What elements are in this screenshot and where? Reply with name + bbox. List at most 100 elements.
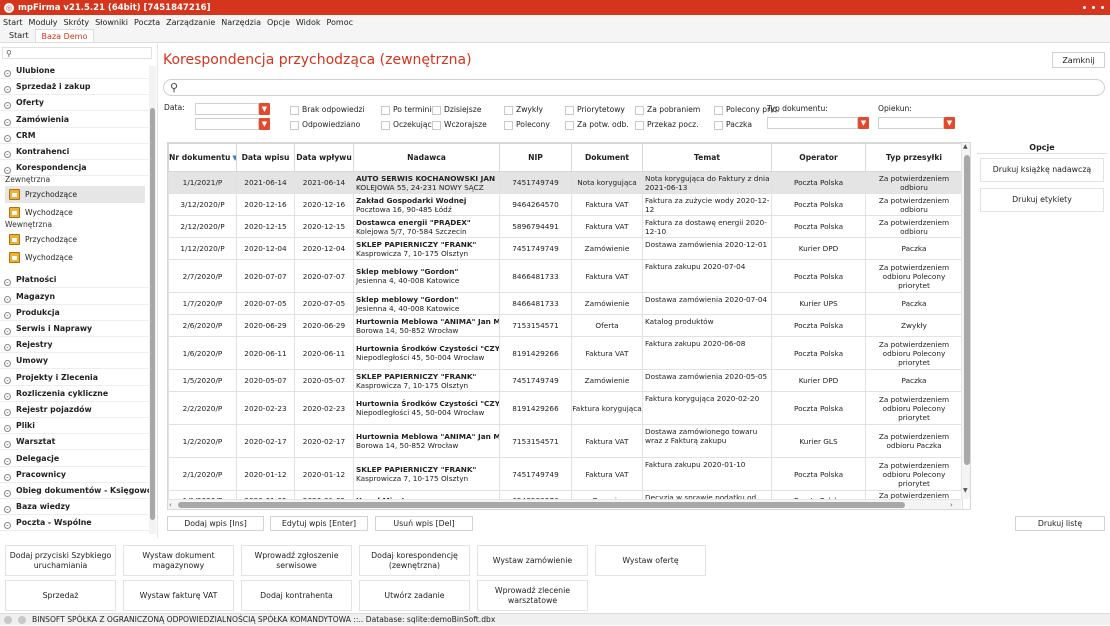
sort-filter-icon[interactable]: ▼	[232, 154, 235, 162]
window-menu-dots[interactable]	[1083, 0, 1104, 15]
column-header-nadawca[interactable]: Nadawca	[353, 143, 500, 172]
checkbox-priorytetowy[interactable]: Priorytetowy	[565, 105, 625, 115]
sidebar-group-zamowienia[interactable]: ⌄ Zamówienia	[0, 112, 150, 128]
print-labels-button[interactable]: Drukuj etykiety	[980, 188, 1104, 212]
table-row[interactable]: 1/1/2021/P 2021-06-14 2021-06-14 AUTO SERWI…	[168, 171, 963, 194]
column-header-typ-przesylki[interactable]: Typ przesyłki	[865, 143, 963, 172]
quick-dodaj-kontrahenta-button[interactable]: Dodaj kontrahenta	[241, 580, 352, 611]
chevron-down-icon[interactable]: ▼	[944, 117, 955, 129]
sidebar-group-poczta-wspolne[interactable]: ⌄ Poczta - Wspólne	[0, 515, 150, 532]
edit-entry-button[interactable]: Edytuj wpis [Enter]	[270, 516, 368, 531]
sidebar-search-input[interactable]: ⚲	[2, 47, 152, 59]
menu-item-zarzadzanie[interactable]: Zarządzanie	[166, 17, 216, 27]
quick-wprowadz-zgloszenie-serwisowe-button[interactable]: Wprowadź zgłoszenie serwisowe	[241, 545, 352, 576]
checkbox-przekaz-pocz[interactable]: Przekaz pocz.	[635, 120, 699, 130]
checkbox-za-potw-odb[interactable]: Za potw. odb.	[565, 120, 629, 130]
checkbox-za-pobraniem[interactable]: Za pobraniem	[635, 105, 700, 115]
sidebar-group-platnosci[interactable]: ⌄ Płatności	[0, 272, 150, 289]
column-header-nip[interactable]: NIP	[499, 143, 572, 172]
sidebar-item-wychodzace[interactable]: Wychodzące	[5, 204, 145, 221]
sidebar-group-korespondencja[interactable]: ⌄ Korespondencja	[0, 160, 150, 177]
column-header-dokument[interactable]: Dokument	[571, 143, 643, 172]
table-row[interactable]: 2/6/2020/P 2020-06-29 2020-06-29 Hurtownia …	[168, 314, 963, 337]
typ-dokumentu-select[interactable]	[767, 117, 858, 129]
quick-dodaj-korespondencje-zewnetrzna-button[interactable]: Dodaj korespondencję (zewnętrzna)	[359, 545, 470, 576]
column-header-temat[interactable]: Temat	[642, 143, 772, 172]
quick-wystaw-oferte-button[interactable]: Wystaw ofertę	[595, 545, 706, 576]
sidebar-group-rozliczenia-cykliczne[interactable]: ⌄ Rozliczenia cykliczne	[0, 386, 150, 402]
sidebar-item-przychodzace[interactable]: Przychodzące	[5, 231, 145, 248]
sidebar-group-crm[interactable]: ⌄ CRM	[0, 128, 150, 144]
sidebar-group-umowy[interactable]: ⌄ Umowy	[0, 353, 150, 370]
menu-item-start[interactable]: Start	[3, 17, 23, 27]
print-list-button[interactable]: Drukuj listę	[1015, 516, 1105, 531]
sidebar-group-delegacje[interactable]: ⌄ Delegacje	[0, 451, 150, 467]
sidebar-group-obieg-dokumentow-ksiegowosc[interactable]: ⌄ Obieg dokumentów - Księgowość	[0, 483, 150, 499]
table-vertical-scrollbar[interactable]: ▲ ▼	[961, 143, 970, 499]
quick-utworz-zadanie-button[interactable]: Utwórz zadanie	[359, 580, 470, 611]
chevron-down-icon[interactable]: ▼	[259, 103, 270, 115]
quick-wystaw-dokument-magazynowy-button[interactable]: Wystaw dokument magazynowy	[123, 545, 234, 576]
tab-baza-demo[interactable]: Baza Demo	[34, 29, 95, 42]
date-from-input[interactable]	[195, 103, 259, 115]
table-row[interactable]: 3/12/2020/P 2020-12-16 2020-12-16 Zakład Go…	[168, 193, 963, 216]
sidebar-group-sprzedaz-i-zakup[interactable]: ⌄ Sprzedaż i zakup	[0, 79, 150, 96]
menu-item-slowniki[interactable]: Słowniki	[95, 17, 129, 27]
quick-sprzedaz-button[interactable]: Sprzedaż	[5, 580, 116, 611]
checkbox-wczorajsze[interactable]: Wczorajsze	[432, 120, 487, 130]
menu-item-skroty[interactable]: Skróty	[63, 17, 90, 27]
table-row[interactable]: 1/2/2020/P 2020-02-17 2020-02-17 Hurtownia …	[168, 424, 963, 458]
menu-item-narzedzia[interactable]: Narzędzia	[221, 17, 261, 27]
checkbox-odpowiedziano[interactable]: Odpowiedziano	[290, 120, 360, 130]
sidebar-group-oferty[interactable]: ⌄ Oferty	[0, 95, 150, 112]
quick-wystaw-zamowienie-button[interactable]: Wystaw zamówienie	[477, 545, 588, 576]
sidebar-group-serwis-i-naprawy[interactable]: ⌄ Serwis i Naprawy	[0, 321, 150, 337]
menu-item-widok[interactable]: Widok	[295, 17, 321, 27]
sidebar-group-pracownicy[interactable]: ⌄ Pracownicy	[0, 467, 150, 483]
column-header-operator[interactable]: Operator	[771, 143, 866, 172]
sidebar-group-projekty-i-zlecenia[interactable]: ⌄ Projekty i Zlecenia	[0, 370, 150, 386]
checkbox-dzisiejsze[interactable]: Dzisiejsze	[432, 105, 481, 115]
date-to-input[interactable]	[195, 118, 259, 130]
menu-item-opcje[interactable]: Opcje	[266, 17, 290, 27]
menu-item-poczta[interactable]: Poczta	[134, 17, 161, 27]
sidebar-group-rejestry[interactable]: ⌄ Rejestry	[0, 337, 150, 354]
table-row[interactable]: 2/1/2020/P 2020-01-12 2020-01-12 SKLEP PAPI…	[168, 457, 963, 491]
checkbox-zwykly[interactable]: Zwykły	[504, 105, 543, 115]
quick-dodaj-przyciski-szybkiego-uruchamiania-button[interactable]: Dodaj przyciski Szybkiego uruchamiania	[5, 545, 116, 576]
opiekun-select[interactable]	[878, 117, 944, 129]
table-row[interactable]: 1/7/2020/P 2020-07-05 2020-07-05 Sklep mebl…	[168, 292, 963, 315]
sidebar-group-baza-wiedzy[interactable]: ⌄ Baza wiedzy	[0, 499, 150, 516]
main-search-input[interactable]: ⚲	[163, 79, 1105, 96]
close-button[interactable]: Zamknij	[1052, 52, 1105, 68]
column-header-data-wpisu[interactable]: Data wpisu	[236, 143, 295, 172]
chevron-down-icon[interactable]: ▼	[858, 117, 869, 129]
table-row[interactable]: 2/7/2020/P 2020-07-07 2020-07-07 Sklep mebl…	[168, 259, 963, 293]
sidebar-item-wychodzace[interactable]: Wychodzące	[5, 249, 145, 266]
sidebar-group-kontrahenci[interactable]: ⌄ Kontrahenci	[0, 144, 150, 160]
quick-wystaw-fakture-vat-button[interactable]: Wystaw fakturę VAT	[123, 580, 234, 611]
sidebar-group-pliki[interactable]: ⌄ Pliki	[0, 418, 150, 435]
checkbox-oczekujace[interactable]: Oczekujące	[381, 120, 436, 130]
table-row[interactable]: 1/12/2020/P 2020-12-04 2020-12-04 SKLEP PAP…	[168, 237, 963, 260]
menu-item-pomoc[interactable]: Pomoc	[326, 17, 353, 27]
table-horizontal-scrollbar[interactable]: ‹ ›	[168, 499, 961, 509]
checkbox-polecony[interactable]: Polecony	[504, 120, 550, 130]
sidebar-group-produkcja[interactable]: ⌄ Produkcja	[0, 305, 150, 321]
sidebar-scrollbar[interactable]	[149, 66, 156, 534]
table-row[interactable]: 1/6/2020/P 2020-06-11 2020-06-11 Hurtownia …	[168, 336, 963, 370]
column-header-nr-dokumentu[interactable]: Nr dokumentu▼	[168, 143, 237, 172]
sidebar-item-przychodzace[interactable]: Przychodzące	[5, 186, 145, 204]
add-entry-button[interactable]: Dodaj wpis [Ins]	[167, 516, 264, 531]
menu-item-moduly[interactable]: Moduły	[28, 17, 58, 27]
print-dispatch-book-button[interactable]: Drukuj książkę nadawczą	[980, 158, 1104, 182]
tab-start[interactable]: Start	[9, 31, 29, 40]
checkbox-brak-odpowiedzi[interactable]: Brak odpowiedzi	[290, 105, 365, 115]
sidebar-group-warsztat[interactable]: ⌄ Warsztat	[0, 434, 150, 451]
checkbox-polecony-prio[interactable]: Polecony prio.	[714, 105, 779, 115]
column-header-data-wplywu[interactable]: Data wpływu	[294, 143, 354, 172]
delete-entry-button[interactable]: Usuń wpis [Del]	[375, 516, 473, 531]
checkbox-po-terminie[interactable]: Po terminie	[381, 105, 436, 115]
table-row[interactable]: 2/2/2020/P 2020-02-23 2020-02-23 Hurtownia …	[168, 391, 963, 425]
sidebar-group-rejestr-pojazdow[interactable]: ⌄ Rejestr pojazdów	[0, 402, 150, 418]
